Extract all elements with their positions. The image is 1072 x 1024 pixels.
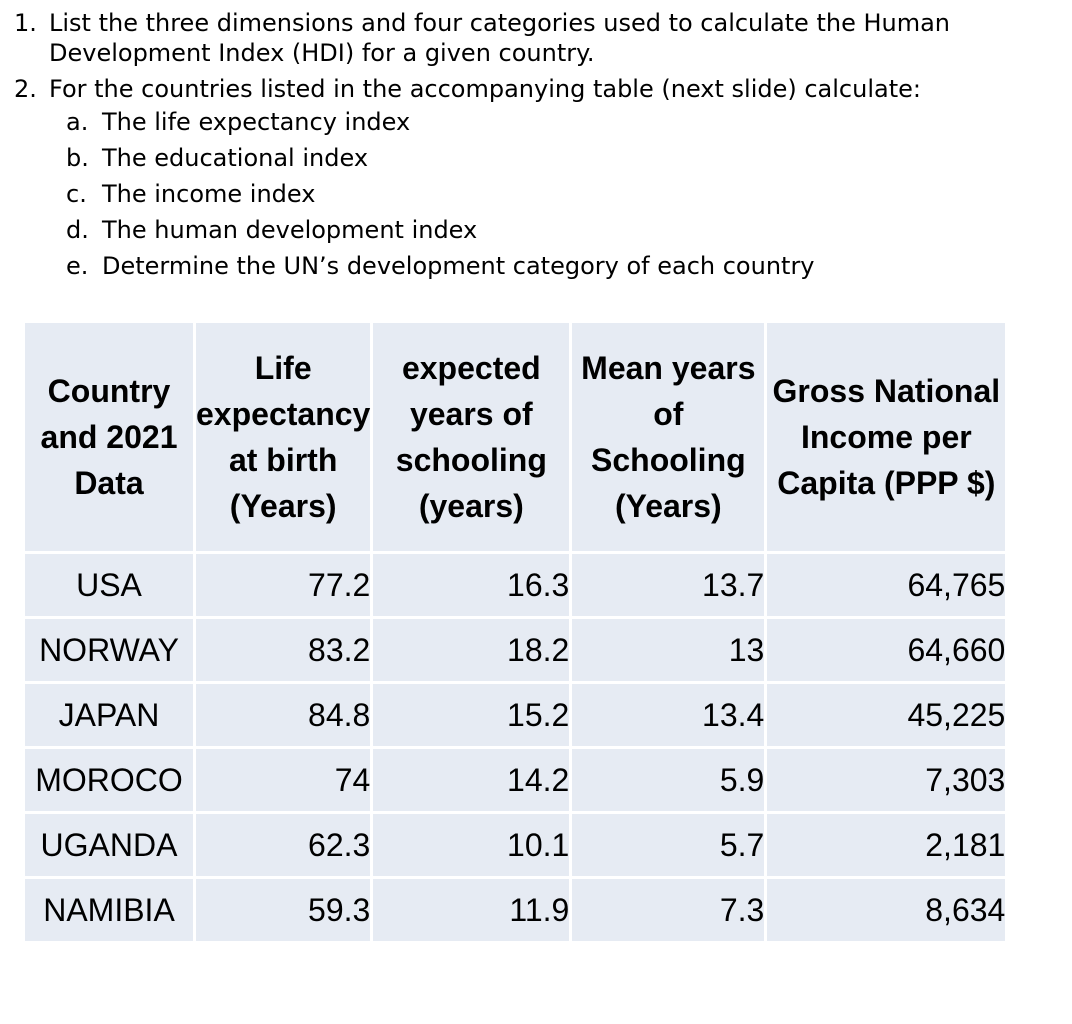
cell-country: NORWAY bbox=[22, 616, 196, 684]
table-row: NAMIBIA 59.3 11.9 7.3 8,634 bbox=[22, 876, 1009, 944]
cell-life-expectancy: 62.3 bbox=[192, 811, 374, 879]
cell-mean-schooling: 5.7 bbox=[569, 811, 768, 879]
cell-gni: 64,660 bbox=[764, 616, 1009, 684]
cell-expected-schooling: 16.3 bbox=[370, 551, 573, 619]
sub-question-letter: c. bbox=[66, 180, 87, 208]
question-number: 1. bbox=[14, 9, 37, 37]
header-country: Country and 2021 Data bbox=[22, 320, 196, 554]
header-life-expectancy: Life expectancy at birth (Years) bbox=[192, 320, 374, 554]
sub-question: c. The income index bbox=[14, 176, 1064, 212]
cell-gni: 8,634 bbox=[764, 876, 1009, 944]
cell-mean-schooling: 13 bbox=[569, 616, 768, 684]
cell-mean-schooling: 5.9 bbox=[569, 746, 768, 814]
cell-mean-schooling: 13.7 bbox=[569, 551, 768, 619]
cell-gni: 2,181 bbox=[764, 811, 1009, 879]
cell-expected-schooling: 15.2 bbox=[370, 681, 573, 749]
cell-gni: 64,765 bbox=[764, 551, 1009, 619]
cell-country: USA bbox=[22, 551, 196, 619]
question-list: 1. List the three dimensions and four ca… bbox=[14, 8, 1064, 284]
sub-question-letter: b. bbox=[66, 144, 89, 172]
sub-question-text: The human development index bbox=[102, 216, 478, 244]
cell-life-expectancy: 74 bbox=[192, 746, 374, 814]
cell-expected-schooling: 10.1 bbox=[370, 811, 573, 879]
hdi-data-table: Country and 2021 Data Life expectancy at… bbox=[22, 320, 1009, 944]
sub-question: e. Determine the UN’s development catego… bbox=[14, 248, 1064, 284]
header-mean-schooling: Mean years of Schooling (Years) bbox=[569, 320, 768, 554]
sub-question: a. The life expectancy index bbox=[14, 104, 1064, 140]
question-number: 2. bbox=[14, 75, 37, 103]
sub-question-text: The life expectancy index bbox=[102, 108, 411, 136]
cell-gni: 45,225 bbox=[764, 681, 1009, 749]
table-row: NORWAY 83.2 18.2 13 64,660 bbox=[22, 616, 1009, 684]
cell-country: UGANDA bbox=[22, 811, 196, 879]
question-text: For the countries listed in the accompan… bbox=[49, 75, 921, 103]
table-row: USA 77.2 16.3 13.7 64,765 bbox=[22, 551, 1009, 619]
question-text: List the three dimensions and four categ… bbox=[49, 9, 951, 67]
sub-question-list: a. The life expectancy index b. The educ… bbox=[14, 104, 1064, 284]
sub-question-letter: e. bbox=[66, 252, 89, 280]
cell-expected-schooling: 11.9 bbox=[370, 876, 573, 944]
sub-question-text: The income index bbox=[102, 180, 316, 208]
cell-life-expectancy: 83.2 bbox=[192, 616, 374, 684]
cell-life-expectancy: 77.2 bbox=[192, 551, 374, 619]
cell-expected-schooling: 14.2 bbox=[370, 746, 573, 814]
header-gni: Gross National Income per Capita (PPP $) bbox=[764, 320, 1009, 554]
cell-mean-schooling: 7.3 bbox=[569, 876, 768, 944]
sub-question-text: Determine the UN’s development category … bbox=[102, 252, 815, 280]
cell-country: MOROCO bbox=[22, 746, 196, 814]
cell-expected-schooling: 18.2 bbox=[370, 616, 573, 684]
table-row: JAPAN 84.8 15.2 13.4 45,225 bbox=[22, 681, 1009, 749]
header-expected-schooling: expected years of schooling (years) bbox=[370, 320, 573, 554]
sub-question-letter: a. bbox=[66, 108, 89, 136]
sub-question: b. The educational index bbox=[14, 140, 1064, 176]
question-2: 2. For the countries listed in the accom… bbox=[14, 74, 1064, 104]
sub-question-text: The educational index bbox=[102, 144, 369, 172]
cell-life-expectancy: 84.8 bbox=[192, 681, 374, 749]
cell-country: JAPAN bbox=[22, 681, 196, 749]
cell-life-expectancy: 59.3 bbox=[192, 876, 374, 944]
cell-mean-schooling: 13.4 bbox=[569, 681, 768, 749]
sub-question-letter: d. bbox=[66, 216, 89, 244]
table-row: MOROCO 74 14.2 5.9 7,303 bbox=[22, 746, 1009, 814]
sub-question: d. The human development index bbox=[14, 212, 1064, 248]
cell-country: NAMIBIA bbox=[22, 876, 196, 944]
table-row: UGANDA 62.3 10.1 5.7 2,181 bbox=[22, 811, 1009, 879]
question-1: 1. List the three dimensions and four ca… bbox=[14, 8, 1064, 68]
cell-gni: 7,303 bbox=[764, 746, 1009, 814]
table-header-row: Country and 2021 Data Life expectancy at… bbox=[22, 320, 1009, 554]
